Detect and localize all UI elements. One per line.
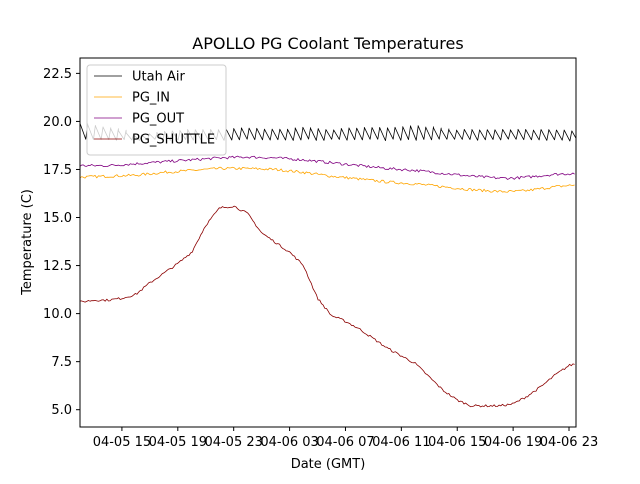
y-axis-label: Temperature (C) [20,189,35,296]
legend: Utah Air PG_IN PG_OUT PG_SHUTTLE [86,64,227,156]
y-tick-label: 17.5 [43,163,72,178]
x-tick-label: 04-05 15 [93,435,151,450]
x-tick-label: 04-06 11 [372,435,430,450]
series-line-pg-out [80,155,575,180]
y-tick-label: 10.0 [43,307,72,322]
y-tick-label: 15.0 [43,211,72,226]
legend-label-pg-in: PG_IN [132,91,170,106]
y-tick-label: 20.0 [43,115,72,130]
chart-title: APOLLO PG Coolant Temperatures [192,34,463,53]
x-tick-label: 04-06 07 [316,435,374,450]
plot-frame [79,57,577,428]
y-tick-label: 12.5 [43,259,72,274]
legend-box [86,64,227,156]
legend-label-utah-air: Utah Air [132,70,185,85]
x-tick-label: 04-06 23 [540,435,598,450]
legend-label-pg-out: PG_OUT [132,112,184,127]
x-tick-label: 04-06 19 [484,435,542,450]
series-line-pg-shuttle [80,205,575,408]
x-tick-label: 04-06 15 [428,435,486,450]
x-tick-label: 04-05 23 [204,435,262,450]
x-tick-label: 04-06 03 [260,435,318,450]
y-tick-label: 7.5 [51,355,72,370]
x-tick-label: 04-05 19 [149,435,207,450]
x-axis-label: Date (GMT) [291,457,366,472]
legend-label-pg-shuttle: PG_SHUTTLE [132,133,215,148]
series-line-pg-in [80,166,575,193]
y-tick-label: 22.5 [43,67,72,82]
y-tick-label: 5.0 [51,403,72,418]
